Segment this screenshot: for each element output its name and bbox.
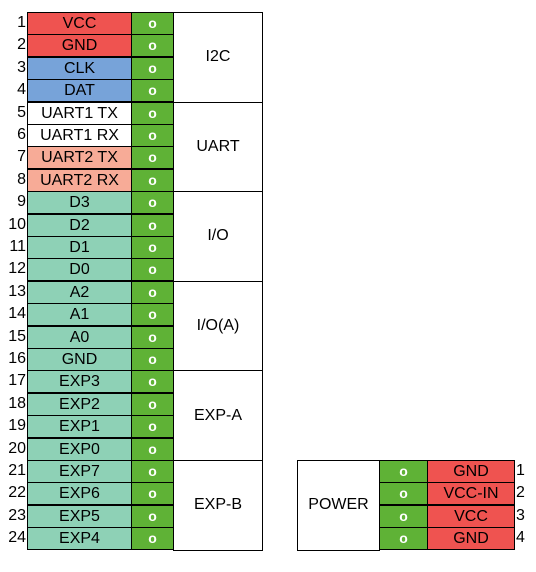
pin-label: D2 — [27, 214, 132, 237]
pin-label: CLK — [27, 57, 132, 80]
pin-number: 15 — [0, 326, 26, 348]
pin-number: 12 — [0, 258, 26, 280]
pin-number: 13 — [0, 281, 26, 303]
pin-marker: o — [131, 438, 174, 461]
pin-number: 11 — [0, 236, 26, 258]
pin-number: 3 — [0, 57, 26, 79]
pin-label: UART1 TX — [27, 102, 132, 125]
pin-label: UART2 TX — [27, 146, 132, 169]
power-pin-marker: o — [379, 460, 428, 483]
pin-label: UART2 RX — [27, 169, 132, 192]
pin-marker: o — [131, 303, 174, 326]
pin-group-label: I2C — [173, 12, 263, 103]
pin-label: EXP3 — [27, 370, 132, 393]
power-pin-label: GND — [427, 460, 515, 483]
power-pin-marker: o — [379, 505, 428, 528]
pin-group-label: I/O — [173, 191, 263, 282]
pin-marker: o — [131, 12, 174, 35]
pin-number: 2 — [0, 34, 26, 56]
power-pin-label: VCC — [427, 505, 515, 528]
pin-label: VCC — [27, 12, 132, 35]
power-pin-marker: o — [379, 527, 428, 550]
pin-label: DAT — [27, 79, 132, 102]
pin-number: 18 — [0, 393, 26, 415]
pin-marker: o — [131, 460, 174, 483]
pin-marker: o — [131, 482, 174, 505]
pin-marker: o — [131, 102, 174, 125]
pin-number: 1 — [0, 12, 26, 34]
pin-label: A2 — [27, 281, 132, 304]
power-group-label: POWER — [297, 460, 380, 551]
pin-number: 16 — [0, 348, 26, 370]
pin-marker: o — [131, 505, 174, 528]
pin-group-label: I/O(A) — [173, 281, 263, 372]
pin-marker: o — [131, 415, 174, 438]
pin-marker: o — [131, 370, 174, 393]
pin-label: UART1 RX — [27, 124, 132, 147]
pin-label: GND — [27, 34, 132, 57]
pin-label: A1 — [27, 303, 132, 326]
pin-marker: o — [131, 393, 174, 416]
pin-number: 20 — [0, 438, 26, 460]
pin-number: 21 — [0, 460, 26, 482]
pin-label: D1 — [27, 236, 132, 259]
pin-label: EXP6 — [27, 482, 132, 505]
pin-label: D3 — [27, 191, 132, 214]
pin-label: EXP4 — [27, 527, 132, 550]
pin-marker: o — [131, 214, 174, 237]
pin-number: 5 — [0, 102, 26, 124]
pin-number: 6 — [0, 124, 26, 146]
pin-group-label: UART — [173, 102, 263, 193]
power-pin-number: 1 — [516, 460, 534, 482]
pin-label: EXP1 — [27, 415, 132, 438]
pin-marker: o — [131, 146, 174, 169]
power-pin-number: 3 — [516, 505, 534, 527]
pin-marker: o — [131, 34, 174, 57]
pin-label: EXP2 — [27, 393, 132, 416]
pin-label: EXP5 — [27, 505, 132, 528]
power-pin-number: 2 — [516, 482, 534, 504]
pin-number: 7 — [0, 146, 26, 168]
pin-number: 19 — [0, 415, 26, 437]
pin-marker: o — [131, 281, 174, 304]
pin-label: GND — [27, 348, 132, 371]
pin-number: 10 — [0, 214, 26, 236]
pin-marker: o — [131, 527, 174, 550]
power-pin-label: GND — [427, 527, 515, 550]
pin-number: 9 — [0, 191, 26, 213]
pin-marker: o — [131, 326, 174, 349]
pin-marker: o — [131, 258, 174, 281]
pin-group-label: EXP-B — [173, 460, 263, 551]
pin-number: 24 — [0, 527, 26, 549]
pin-marker: o — [131, 236, 174, 259]
pin-label: A0 — [27, 326, 132, 349]
pin-number: 23 — [0, 505, 26, 527]
pin-marker: o — [131, 191, 174, 214]
pin-marker: o — [131, 57, 174, 80]
pin-marker: o — [131, 348, 174, 371]
pin-number: 17 — [0, 370, 26, 392]
pin-number: 4 — [0, 79, 26, 101]
pin-group-label: EXP-A — [173, 370, 263, 461]
pin-number: 8 — [0, 169, 26, 191]
main-pin-header: 1 VCC o 2 GND o 3 CLK o 4 DAT o 5 UART1 TX o 6 UART1 RX o… — [0, 0, 264, 560]
power-pin-number: 4 — [516, 527, 534, 549]
pin-number: 22 — [0, 482, 26, 504]
pin-label: EXP0 — [27, 438, 132, 461]
pin-marker: o — [131, 124, 174, 147]
pin-label: EXP7 — [27, 460, 132, 483]
pin-number: 14 — [0, 303, 26, 325]
pin-marker: o — [131, 169, 174, 192]
pin-marker: o — [131, 79, 174, 102]
pin-label: D0 — [27, 258, 132, 281]
power-pin-label: VCC-IN — [427, 482, 515, 505]
power-pin-marker: o — [379, 482, 428, 505]
